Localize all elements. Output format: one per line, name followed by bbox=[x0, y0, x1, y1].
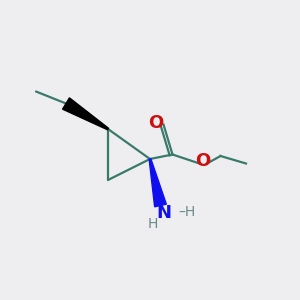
Polygon shape bbox=[63, 98, 109, 130]
Text: O: O bbox=[148, 114, 164, 132]
Text: H: H bbox=[148, 217, 158, 230]
Text: N: N bbox=[156, 204, 171, 222]
Text: O: O bbox=[195, 152, 210, 169]
Polygon shape bbox=[149, 159, 166, 207]
Text: –H: –H bbox=[178, 205, 196, 218]
